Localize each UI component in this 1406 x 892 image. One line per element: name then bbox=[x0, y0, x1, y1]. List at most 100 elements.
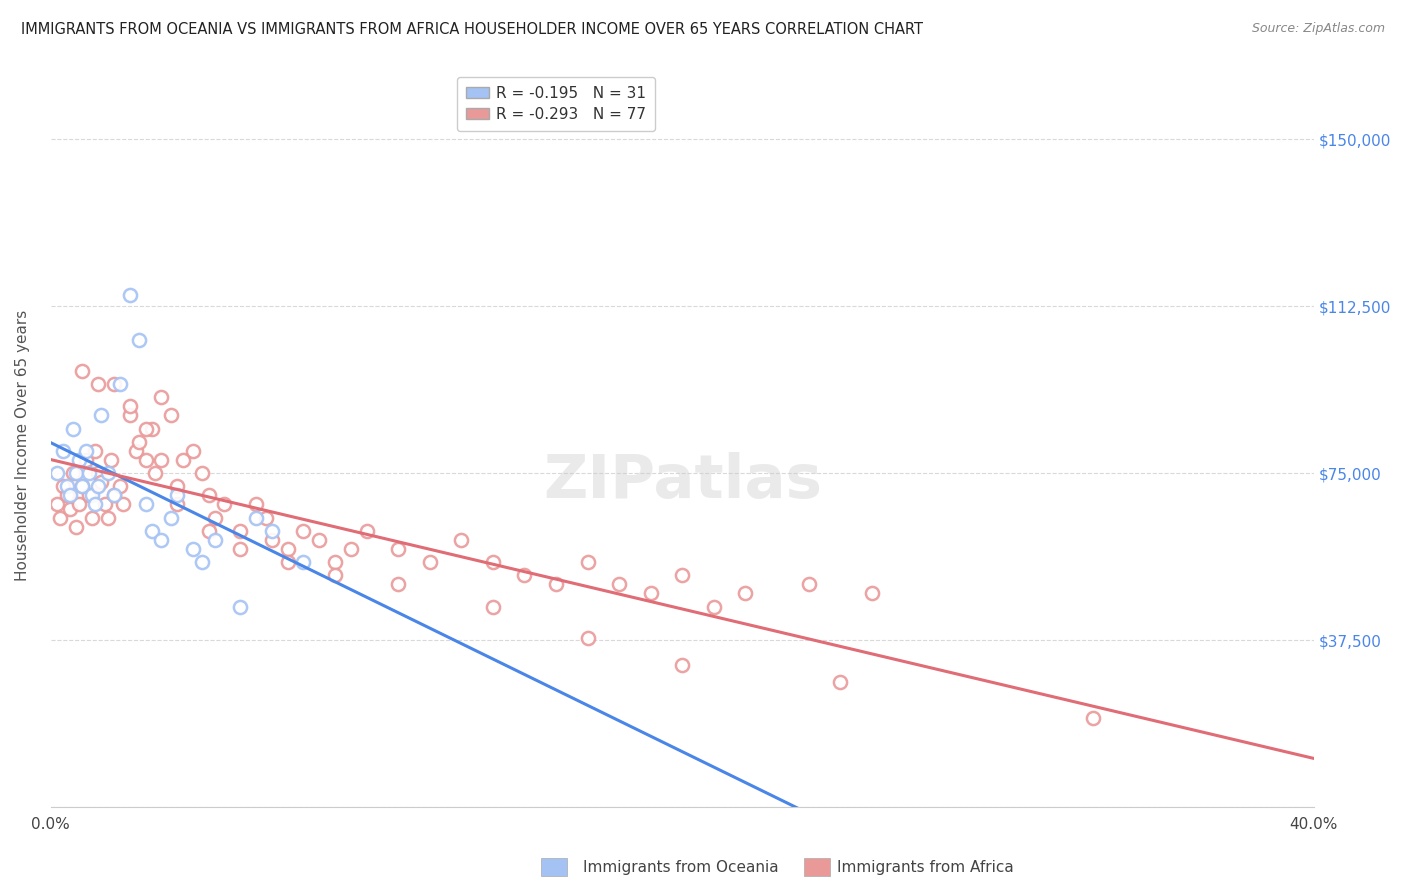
Point bbox=[292, 555, 315, 569]
Point bbox=[197, 524, 219, 538]
Point bbox=[166, 488, 188, 502]
Point bbox=[118, 399, 141, 413]
Point bbox=[150, 391, 173, 405]
Point bbox=[450, 533, 472, 547]
Point bbox=[260, 533, 283, 547]
Point bbox=[204, 533, 226, 547]
Point bbox=[204, 510, 226, 524]
Point bbox=[419, 555, 441, 569]
Point bbox=[860, 586, 883, 600]
Point bbox=[576, 555, 599, 569]
Point bbox=[80, 488, 103, 502]
Text: ZIPatlas: ZIPatlas bbox=[543, 452, 821, 511]
Point bbox=[65, 519, 87, 533]
Point bbox=[150, 452, 173, 467]
Point bbox=[245, 497, 267, 511]
Point bbox=[135, 421, 157, 435]
Point bbox=[72, 364, 94, 378]
Point bbox=[90, 475, 112, 489]
Y-axis label: Householder Income Over 65 years: Householder Income Over 65 years bbox=[15, 310, 30, 581]
Text: Immigrants from Oceania: Immigrants from Oceania bbox=[583, 860, 779, 874]
Point bbox=[100, 452, 122, 467]
Point bbox=[292, 524, 315, 538]
Point bbox=[482, 555, 505, 569]
Point bbox=[513, 568, 536, 582]
Point bbox=[59, 488, 82, 502]
Point bbox=[59, 501, 82, 516]
Legend: R = -0.195   N = 31, R = -0.293   N = 77: R = -0.195 N = 31, R = -0.293 N = 77 bbox=[457, 77, 655, 131]
Point bbox=[75, 443, 97, 458]
Point bbox=[260, 524, 283, 538]
Point bbox=[135, 452, 157, 467]
Point bbox=[135, 497, 157, 511]
Point bbox=[229, 599, 252, 614]
Point bbox=[229, 524, 252, 538]
Point bbox=[191, 555, 214, 569]
Point bbox=[84, 443, 107, 458]
Point bbox=[734, 586, 756, 600]
Point bbox=[482, 599, 505, 614]
Point bbox=[830, 675, 852, 690]
Point bbox=[93, 497, 115, 511]
Point bbox=[387, 541, 409, 556]
Point bbox=[356, 524, 378, 538]
Point bbox=[80, 510, 103, 524]
Point bbox=[159, 408, 181, 422]
Point bbox=[55, 488, 77, 502]
Point bbox=[166, 497, 188, 511]
Point bbox=[172, 452, 194, 467]
Point bbox=[576, 631, 599, 645]
Point bbox=[150, 533, 173, 547]
Point bbox=[141, 421, 163, 435]
Point bbox=[112, 497, 135, 511]
Point bbox=[65, 466, 87, 480]
Point bbox=[671, 657, 693, 672]
Point bbox=[191, 466, 214, 480]
Point bbox=[77, 488, 100, 502]
Point bbox=[339, 541, 361, 556]
Point bbox=[323, 568, 346, 582]
Point bbox=[214, 497, 236, 511]
Point bbox=[1081, 711, 1104, 725]
Point bbox=[72, 479, 94, 493]
Point bbox=[67, 497, 90, 511]
Point bbox=[52, 479, 75, 493]
Point bbox=[181, 443, 204, 458]
Point bbox=[128, 434, 150, 449]
Point bbox=[166, 479, 188, 493]
Point bbox=[797, 577, 820, 591]
Point bbox=[75, 452, 97, 467]
Point bbox=[103, 488, 125, 502]
Point bbox=[72, 479, 94, 493]
Point bbox=[103, 488, 125, 502]
Point bbox=[52, 443, 75, 458]
Point bbox=[141, 524, 163, 538]
Point bbox=[128, 333, 150, 347]
Point bbox=[110, 377, 132, 392]
Point bbox=[110, 479, 132, 493]
Point bbox=[97, 510, 120, 524]
Point bbox=[181, 541, 204, 556]
Point bbox=[46, 497, 69, 511]
Point bbox=[229, 541, 252, 556]
Point bbox=[62, 466, 84, 480]
Point bbox=[118, 288, 141, 302]
Point bbox=[323, 555, 346, 569]
Point bbox=[125, 443, 148, 458]
Point bbox=[118, 408, 141, 422]
Point bbox=[87, 479, 110, 493]
Point bbox=[159, 510, 181, 524]
Point bbox=[277, 541, 299, 556]
Point bbox=[49, 510, 72, 524]
Text: Immigrants from Africa: Immigrants from Africa bbox=[837, 860, 1014, 874]
Point bbox=[62, 421, 84, 435]
Point bbox=[544, 577, 567, 591]
Point bbox=[245, 510, 267, 524]
Point bbox=[46, 466, 69, 480]
Text: IMMIGRANTS FROM OCEANIA VS IMMIGRANTS FROM AFRICA HOUSEHOLDER INCOME OVER 65 YEA: IMMIGRANTS FROM OCEANIA VS IMMIGRANTS FR… bbox=[21, 22, 924, 37]
Point bbox=[143, 466, 166, 480]
Point bbox=[87, 466, 110, 480]
Point bbox=[640, 586, 662, 600]
Point bbox=[55, 479, 77, 493]
Point bbox=[197, 488, 219, 502]
